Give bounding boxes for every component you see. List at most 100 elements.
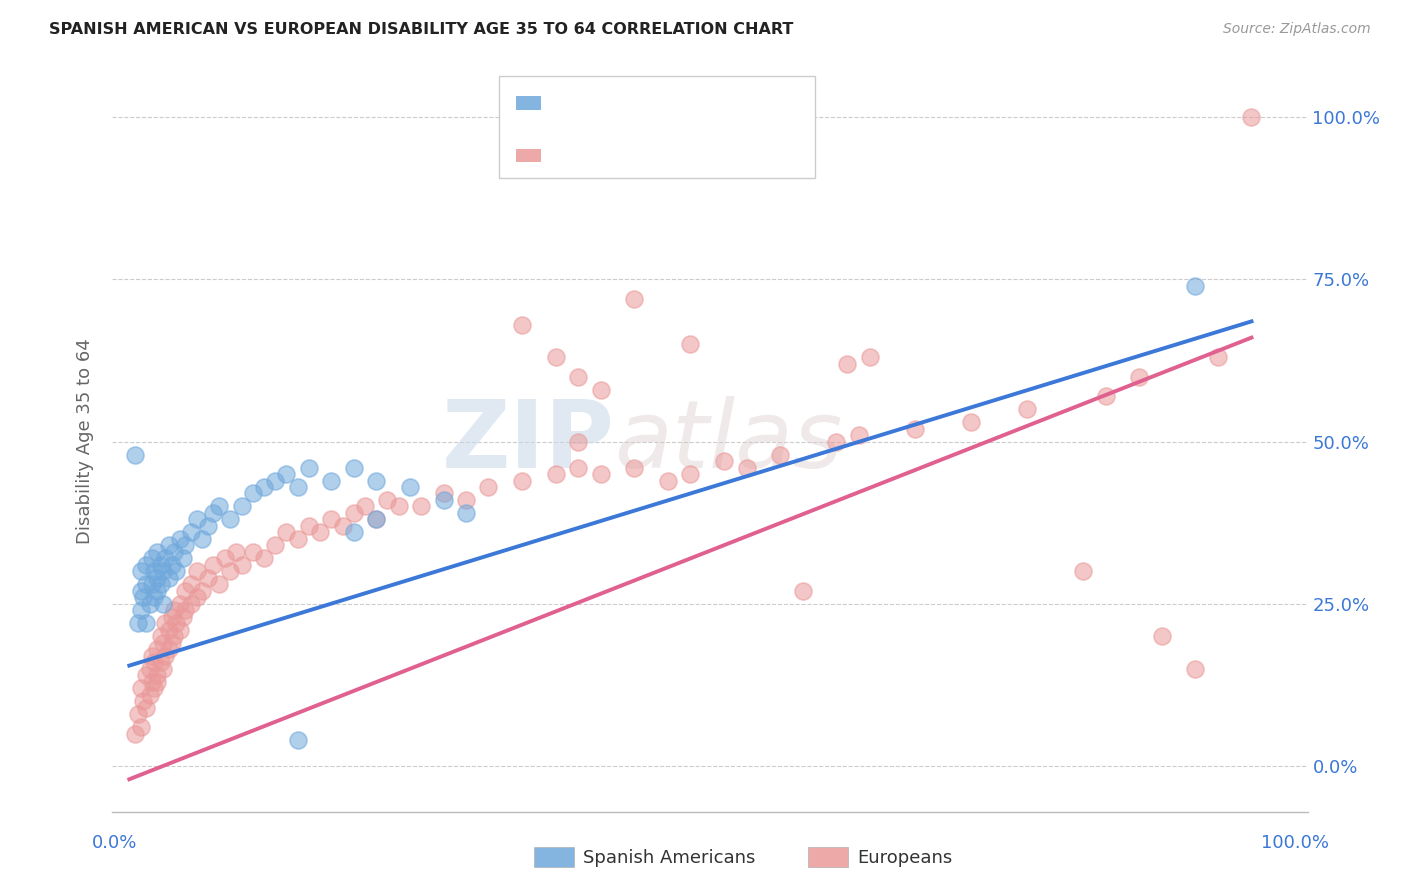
Point (146, 583, 169, 598)
Point (149, 577, 172, 591)
Point (165, 565, 187, 579)
Point (127, 707, 149, 722)
Point (298, 460, 321, 475)
Point (454, 506, 477, 520)
Point (332, 519, 354, 533)
Point (1094, 389, 1116, 403)
Point (623, 460, 645, 475)
Point (149, 558, 172, 572)
Point (837, 357, 859, 371)
Point (169, 532, 191, 546)
Point (679, 467, 702, 481)
Point (127, 616, 149, 631)
Point (343, 525, 366, 540)
Text: Europeans: Europeans (858, 849, 953, 867)
Point (143, 591, 166, 605)
Point (1184, 278, 1206, 293)
Point (354, 500, 377, 514)
Point (174, 583, 197, 598)
Point (141, 674, 163, 689)
Point (124, 448, 146, 462)
Point (160, 610, 183, 624)
Point (214, 551, 236, 566)
Point (143, 681, 166, 696)
Point (1240, 110, 1263, 124)
Point (129, 565, 152, 579)
Point (366, 474, 388, 488)
Point (904, 421, 927, 435)
Point (287, 480, 309, 494)
Point (1184, 662, 1206, 676)
Point (432, 493, 454, 508)
Text: 100.0%: 100.0% (1261, 834, 1329, 852)
Point (132, 694, 155, 708)
Point (377, 493, 399, 508)
Point (589, 383, 612, 397)
Point (180, 525, 202, 540)
Point (409, 500, 432, 514)
Point (298, 519, 321, 533)
Point (141, 577, 163, 591)
Point (160, 558, 183, 572)
Point (735, 460, 758, 475)
Point (135, 701, 157, 715)
Point (138, 688, 160, 702)
Text: R = 0.625   N = 54: R = 0.625 N = 54 (553, 92, 754, 112)
Point (769, 448, 792, 462)
Point (231, 558, 253, 572)
Point (679, 337, 702, 351)
Point (138, 662, 160, 676)
Text: SPANISH AMERICAN VS EUROPEAN DISABILITY AGE 35 TO 64 CORRELATION CHART: SPANISH AMERICAN VS EUROPEAN DISABILITY … (49, 22, 793, 37)
Point (567, 434, 589, 449)
Point (149, 656, 172, 670)
Point (567, 460, 589, 475)
Point (146, 571, 169, 585)
Point (432, 486, 454, 500)
Point (197, 519, 219, 533)
Point (169, 623, 191, 637)
Point (163, 545, 186, 559)
Point (589, 467, 612, 481)
Point (287, 733, 309, 747)
Point (157, 538, 180, 552)
Point (129, 720, 152, 734)
Point (146, 674, 169, 689)
Point (132, 591, 155, 605)
Point (208, 500, 231, 514)
Point (567, 369, 589, 384)
Point (155, 616, 177, 631)
Point (157, 642, 180, 657)
Text: Source: ZipAtlas.com: Source: ZipAtlas.com (1223, 22, 1371, 37)
Point (287, 532, 309, 546)
Text: 0.0%: 0.0% (91, 834, 136, 852)
Point (623, 292, 645, 306)
Point (174, 538, 197, 552)
Point (165, 616, 187, 631)
Point (388, 500, 411, 514)
Point (343, 506, 366, 520)
Point (135, 668, 157, 682)
Point (186, 512, 208, 526)
Point (792, 583, 814, 598)
Point (172, 610, 194, 624)
Point (825, 434, 848, 449)
Point (135, 616, 157, 631)
Point (202, 506, 225, 520)
Point (174, 603, 197, 617)
Point (713, 454, 735, 468)
Point (1128, 369, 1150, 384)
Point (155, 648, 177, 663)
Point (219, 512, 242, 526)
Point (191, 583, 214, 598)
Point (163, 603, 186, 617)
Point (276, 467, 298, 481)
Point (321, 474, 343, 488)
Point (163, 629, 186, 643)
Point (135, 577, 157, 591)
Point (129, 583, 152, 598)
Point (124, 727, 146, 741)
Point (155, 551, 177, 566)
Point (960, 415, 983, 429)
Point (152, 597, 174, 611)
Point (544, 350, 567, 364)
